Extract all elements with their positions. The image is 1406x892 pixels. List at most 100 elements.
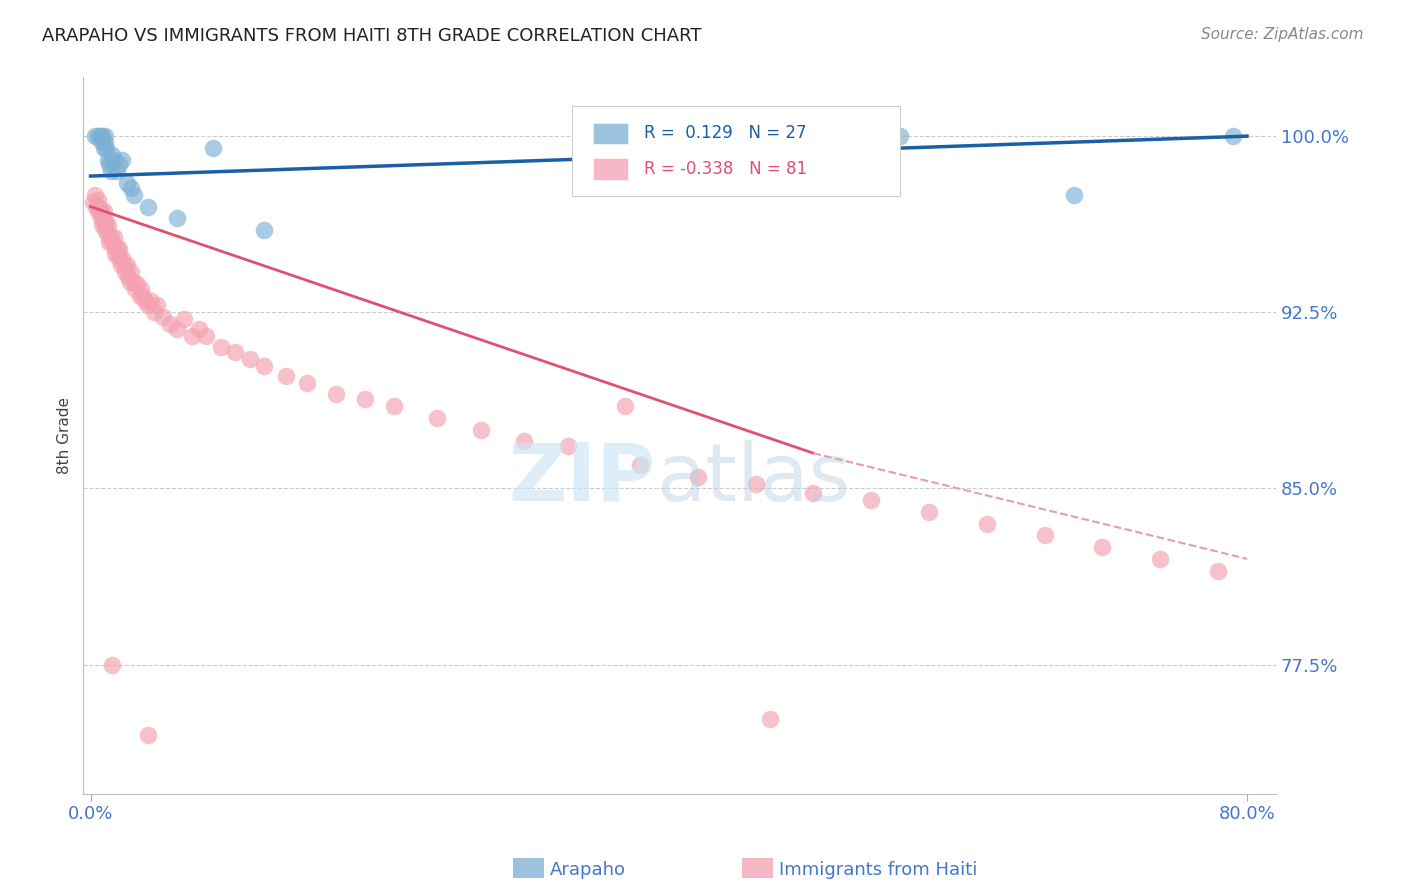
Point [87, 129, 110, 144]
Text: R = -0.338   N = 81: R = -0.338 N = 81 [644, 161, 807, 178]
Point [101, 235, 124, 249]
Point [114, 265, 136, 279]
Point [82, 194, 104, 209]
Point [118, 275, 141, 289]
Point [173, 312, 195, 326]
Point [138, 728, 160, 742]
Point [129, 282, 152, 296]
Point [195, 328, 218, 343]
Point [90, 204, 112, 219]
Point [759, 712, 782, 726]
Point [159, 317, 181, 331]
Point [354, 392, 377, 406]
Point [87, 204, 110, 219]
Point [325, 387, 347, 401]
Point [1063, 187, 1085, 202]
Point [744, 476, 766, 491]
Point [84, 200, 107, 214]
Point [103, 153, 125, 167]
Point [90, 211, 112, 226]
Point [94, 136, 117, 151]
Point [124, 282, 146, 296]
Point [94, 211, 117, 226]
Point [1206, 564, 1229, 578]
Point [860, 493, 883, 508]
Point [1222, 129, 1244, 144]
Point [108, 242, 131, 256]
Point [253, 223, 276, 237]
Point [120, 181, 142, 195]
Point [90, 129, 112, 144]
Text: ARAPAHO VS IMMIGRANTS FROM HAITI 8TH GRADE CORRELATION CHART: ARAPAHO VS IMMIGRANTS FROM HAITI 8TH GRA… [42, 27, 702, 45]
Point [138, 200, 160, 214]
Point [83, 187, 105, 202]
FancyBboxPatch shape [592, 159, 628, 180]
Point [103, 239, 125, 253]
Point [1091, 540, 1114, 554]
Point [274, 368, 297, 383]
Point [253, 359, 276, 374]
Point [94, 223, 117, 237]
Point [146, 298, 169, 312]
Point [98, 157, 121, 171]
Point [91, 129, 114, 144]
FancyBboxPatch shape [592, 122, 628, 144]
Point [115, 258, 138, 272]
Point [238, 352, 260, 367]
Point [107, 246, 129, 260]
Point [83, 129, 105, 144]
Point [93, 216, 115, 230]
Point [100, 230, 122, 244]
Point [96, 141, 118, 155]
Point [976, 516, 998, 531]
Point [889, 129, 911, 144]
Point [382, 399, 405, 413]
Point [120, 265, 142, 279]
Point [125, 277, 148, 291]
Point [91, 207, 114, 221]
Point [111, 153, 134, 167]
Y-axis label: 8th Grade: 8th Grade [58, 397, 72, 474]
Point [98, 235, 121, 249]
Point [115, 176, 138, 190]
Point [141, 293, 163, 308]
Point [297, 376, 319, 390]
Point [117, 270, 139, 285]
Point [104, 246, 127, 260]
Text: Source: ZipAtlas.com: Source: ZipAtlas.com [1201, 27, 1364, 42]
Point [96, 219, 118, 233]
Point [209, 341, 232, 355]
Point [100, 164, 122, 178]
Point [108, 157, 131, 171]
Text: ZIP: ZIP [509, 440, 655, 517]
Point [97, 227, 120, 242]
Point [111, 252, 134, 266]
Point [166, 211, 188, 226]
Point [91, 219, 114, 233]
Point [97, 153, 120, 167]
Point [628, 458, 651, 472]
Text: Immigrants from Haiti: Immigrants from Haiti [779, 861, 977, 879]
Point [131, 289, 153, 303]
Point [801, 486, 824, 500]
Point [93, 204, 115, 219]
Point [180, 328, 202, 343]
Text: atlas: atlas [655, 440, 851, 517]
Point [108, 252, 131, 266]
Text: R =  0.129   N = 27: R = 0.129 N = 27 [644, 124, 807, 143]
Point [90, 134, 112, 148]
Point [134, 293, 156, 308]
Point [110, 258, 132, 272]
Point [94, 129, 117, 144]
Point [105, 239, 128, 253]
Point [1033, 528, 1056, 542]
Point [513, 434, 536, 449]
Point [112, 258, 135, 272]
Point [87, 193, 110, 207]
FancyBboxPatch shape [572, 106, 900, 195]
Point [138, 298, 160, 312]
Point [224, 345, 246, 359]
Point [1149, 552, 1171, 566]
Point [93, 141, 115, 155]
Point [470, 423, 492, 437]
